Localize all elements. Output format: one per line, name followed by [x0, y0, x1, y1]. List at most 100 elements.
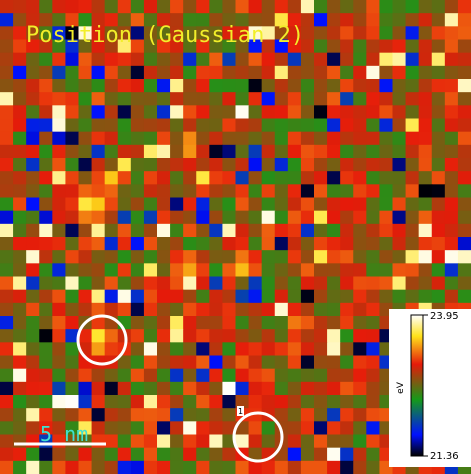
pixel — [78, 368, 93, 383]
pixel — [196, 184, 210, 199]
pixel — [287, 289, 302, 304]
pixel — [287, 355, 302, 370]
pixel — [39, 237, 53, 251]
pixel — [457, 0, 471, 14]
pixel — [235, 381, 250, 396]
pixel — [65, 158, 80, 172]
pixel — [209, 184, 224, 199]
pixel — [170, 26, 184, 41]
pixel — [78, 223, 93, 238]
pixel — [52, 237, 67, 251]
pixel — [405, 131, 420, 146]
pixel — [170, 434, 184, 449]
pixel — [143, 408, 158, 422]
pixel — [314, 289, 328, 304]
pixel — [235, 276, 250, 291]
pixel — [379, 289, 394, 304]
pixel — [300, 210, 315, 225]
pixel — [13, 276, 27, 291]
pixel — [170, 263, 184, 278]
pixel — [209, 329, 224, 343]
pixel — [183, 65, 197, 80]
pixel — [353, 395, 367, 409]
pixel — [13, 158, 27, 172]
pixel — [209, 13, 224, 27]
pixel — [52, 118, 67, 133]
pixel — [444, 237, 459, 251]
pixel — [261, 368, 276, 383]
pixel — [170, 144, 184, 159]
pixel — [366, 158, 381, 172]
pixel — [78, 39, 93, 54]
pixel — [405, 250, 420, 264]
pixel — [91, 65, 106, 80]
pixel — [366, 302, 381, 317]
pixel — [130, 276, 145, 291]
pixel — [314, 79, 328, 93]
pixel — [157, 118, 171, 133]
pixel — [392, 197, 407, 212]
pixel — [340, 52, 354, 67]
pixel — [300, 447, 315, 462]
pixel — [261, 250, 276, 264]
pixel — [170, 13, 184, 27]
pixel — [130, 381, 145, 396]
pixel — [26, 65, 40, 80]
pixel — [274, 105, 289, 120]
pixel — [314, 65, 328, 80]
pixel — [13, 184, 27, 199]
pixel — [222, 276, 237, 291]
pixel — [235, 197, 250, 212]
pixel — [39, 223, 53, 238]
pixel — [340, 131, 354, 146]
pixel — [353, 302, 367, 317]
pixel — [222, 65, 237, 80]
pixel — [287, 131, 302, 146]
pixel — [392, 0, 407, 14]
pixel — [26, 395, 40, 409]
pixel — [261, 329, 276, 343]
pixel — [340, 250, 354, 264]
pixel — [52, 158, 67, 172]
pixel — [405, 144, 420, 159]
pixel — [196, 223, 210, 238]
pixel — [65, 171, 80, 185]
pixel — [13, 79, 27, 93]
pixel — [209, 316, 224, 330]
pixel — [222, 26, 237, 41]
pixel — [314, 368, 328, 383]
pixel — [26, 316, 40, 330]
pixel — [157, 408, 171, 422]
pixel — [52, 355, 67, 370]
pixel — [170, 65, 184, 80]
pixel — [379, 250, 394, 264]
pixel — [170, 250, 184, 264]
pixel — [340, 26, 354, 41]
pixel — [143, 105, 158, 120]
pixel — [196, 355, 210, 370]
pixel — [13, 395, 27, 409]
pixel — [274, 408, 289, 422]
pixel — [287, 395, 302, 409]
pixel — [130, 158, 145, 172]
pixel — [235, 171, 250, 185]
pixel — [353, 144, 367, 159]
pixel — [143, 158, 158, 172]
pixel — [196, 276, 210, 291]
pixel — [444, 250, 459, 264]
pixel — [170, 368, 184, 383]
pixel — [183, 131, 197, 146]
pixel — [196, 342, 210, 357]
pixel — [52, 52, 67, 67]
pixel — [353, 223, 367, 238]
pixel — [130, 355, 145, 370]
pixel — [340, 13, 354, 27]
pixel — [209, 158, 224, 172]
pixel — [117, 184, 132, 199]
pixel — [248, 237, 263, 251]
pixel — [117, 171, 132, 185]
pixel — [314, 118, 328, 133]
pixel — [143, 171, 158, 185]
pixel — [235, 316, 250, 330]
pixel — [248, 355, 263, 370]
